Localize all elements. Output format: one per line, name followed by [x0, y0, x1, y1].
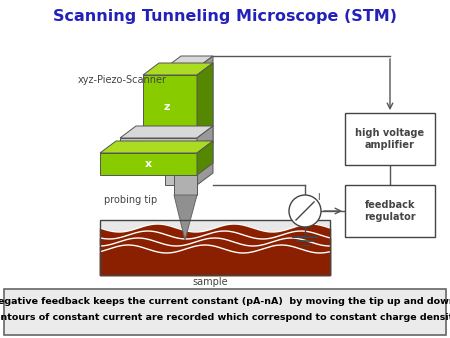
Polygon shape — [143, 63, 213, 75]
Polygon shape — [197, 63, 213, 138]
Text: y: y — [204, 138, 210, 148]
Polygon shape — [197, 126, 213, 155]
Text: Scanning Tunneling Microscope (STM): Scanning Tunneling Microscope (STM) — [53, 9, 397, 24]
Bar — [345, 185, 435, 237]
Polygon shape — [174, 195, 197, 240]
Circle shape — [289, 195, 321, 227]
Text: feedback
regulator: feedback regulator — [364, 200, 416, 222]
Text: x: x — [144, 159, 152, 169]
Polygon shape — [120, 138, 197, 155]
Text: probing tip: probing tip — [104, 195, 157, 205]
Polygon shape — [197, 56, 213, 185]
Text: I: I — [317, 193, 319, 201]
Polygon shape — [197, 141, 213, 175]
Bar — [100, 240, 330, 275]
Polygon shape — [165, 56, 213, 68]
Polygon shape — [143, 75, 197, 138]
Text: sample: sample — [192, 277, 228, 287]
Bar — [4, 289, 446, 335]
Polygon shape — [174, 175, 197, 195]
Text: Negative feedback keeps the current constant (pA-nA)  by moving the tip up and d: Negative feedback keeps the current cons… — [0, 297, 450, 307]
Polygon shape — [100, 153, 197, 175]
Text: z: z — [164, 102, 170, 112]
Polygon shape — [120, 126, 213, 138]
Bar — [100, 220, 330, 242]
Text: Contours of constant current are recorded which correspond to constant charge de: Contours of constant current are recorde… — [0, 314, 450, 322]
Text: high voltage
amplifier: high voltage amplifier — [356, 128, 424, 150]
Polygon shape — [100, 141, 213, 153]
Text: xyz-Piezo-Scanner: xyz-Piezo-Scanner — [78, 75, 167, 85]
Bar — [100, 220, 330, 275]
Polygon shape — [165, 68, 197, 185]
Bar — [345, 113, 435, 165]
